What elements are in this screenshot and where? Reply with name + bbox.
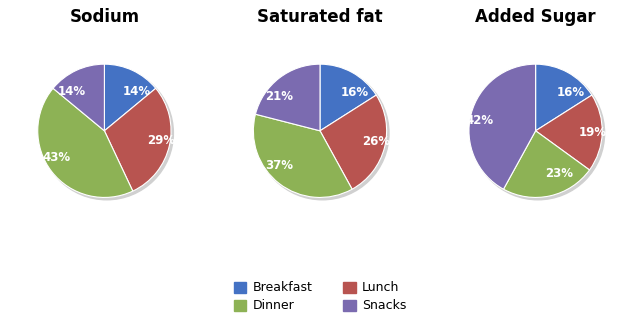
Text: 37%: 37% bbox=[266, 159, 294, 172]
Wedge shape bbox=[104, 88, 171, 191]
Wedge shape bbox=[536, 64, 592, 131]
Circle shape bbox=[471, 66, 605, 200]
Legend: Breakfast, Dinner, Lunch, Snacks: Breakfast, Dinner, Lunch, Snacks bbox=[228, 277, 412, 318]
Text: 14%: 14% bbox=[58, 85, 86, 98]
Title: Sodium: Sodium bbox=[69, 8, 140, 26]
Text: 23%: 23% bbox=[545, 166, 573, 180]
Circle shape bbox=[40, 66, 173, 200]
Wedge shape bbox=[320, 64, 376, 131]
Wedge shape bbox=[536, 95, 602, 170]
Wedge shape bbox=[253, 114, 352, 198]
Text: 42%: 42% bbox=[465, 113, 493, 127]
Wedge shape bbox=[255, 64, 320, 131]
Wedge shape bbox=[469, 64, 536, 189]
Circle shape bbox=[256, 66, 389, 200]
Text: 21%: 21% bbox=[266, 90, 294, 103]
Wedge shape bbox=[504, 131, 589, 198]
Text: 14%: 14% bbox=[123, 85, 151, 98]
Wedge shape bbox=[320, 95, 387, 189]
Wedge shape bbox=[104, 64, 156, 131]
Wedge shape bbox=[53, 64, 104, 131]
Text: 19%: 19% bbox=[579, 126, 607, 139]
Title: Added Sugar: Added Sugar bbox=[476, 8, 596, 26]
Text: 29%: 29% bbox=[147, 134, 175, 147]
Text: 16%: 16% bbox=[556, 86, 584, 99]
Title: Saturated fat: Saturated fat bbox=[257, 8, 383, 26]
Text: 16%: 16% bbox=[341, 86, 369, 99]
Text: 26%: 26% bbox=[362, 135, 390, 148]
Text: 43%: 43% bbox=[42, 151, 70, 164]
Wedge shape bbox=[38, 88, 132, 198]
